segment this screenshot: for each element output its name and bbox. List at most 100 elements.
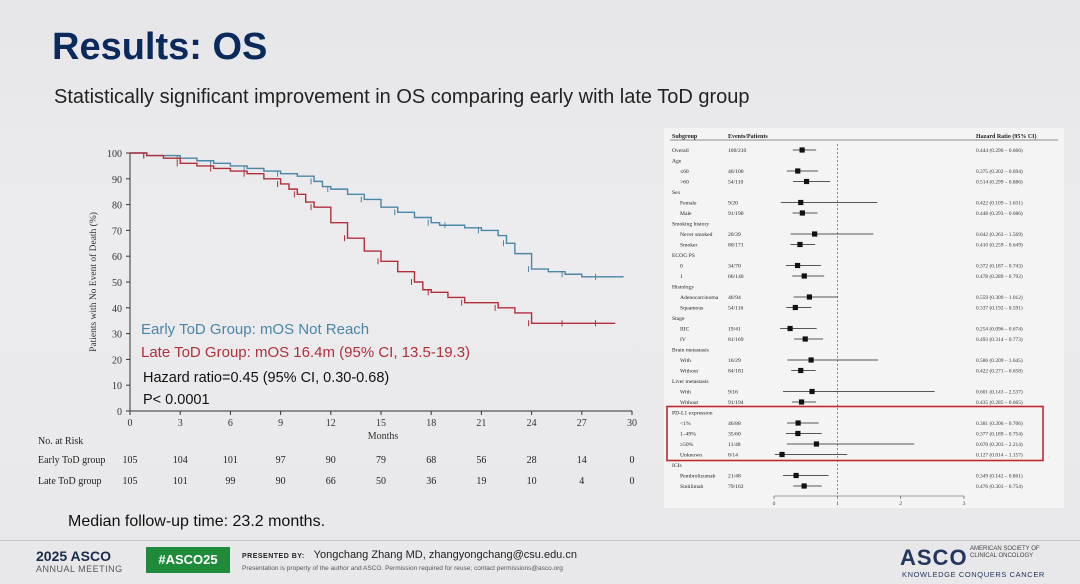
forest-row-events: 34/70 [728, 264, 741, 270]
forest-x-tick-label: 3 [963, 501, 966, 507]
risk-table-value: 0 [630, 476, 635, 487]
presenter-name: Yongchang Zhang MD, zhangyongchang@csu.e… [313, 549, 577, 561]
pd-l1-highlight-box [666, 405, 1044, 462]
forest-row-label: Female [680, 201, 697, 207]
forest-hr-marker [793, 472, 799, 479]
x-tick-label: 9 [278, 418, 283, 429]
risk-table-value: 90 [276, 476, 286, 487]
forest-hr-marker [795, 168, 801, 174]
forest-row-events: 81/169 [728, 337, 744, 343]
forest-hr-marker [803, 178, 810, 185]
forest-row-label: Smoking history [672, 222, 709, 228]
forest-plot: Subgroup Events/Patients Hazard Ratio (95%… [664, 128, 1064, 508]
forest-row-events: 91/194 [728, 400, 744, 406]
forest-row-hr-text: 0.642 (0.263 – 1.569) [976, 231, 1023, 238]
asco-society-name: AMERICAN SOCIETY OF CLINICAL ONCOLOGY [970, 546, 1040, 559]
forest-row-events: 19/41 [728, 327, 741, 333]
forest-row-hr-text: 0.559 (0.309 – 1.012) [976, 294, 1023, 301]
forest-hr-marker [802, 336, 808, 342]
forest-row-label: Brain metastasis [672, 348, 709, 354]
forest-hr-marker [792, 304, 798, 311]
forest-hr-marker [787, 325, 793, 332]
forest-hr-marker [808, 357, 814, 363]
late-tod-curve [130, 152, 616, 324]
hazard-ratio: Hazard ratio=0.45 (95% CI, 0.30-0.68) [143, 370, 389, 386]
forest-x-tick-label: 0 [773, 501, 776, 507]
forest-row-label: 1–49% [680, 432, 696, 438]
forest-hr-marker [809, 388, 815, 395]
forest-row-label: <1% [680, 421, 691, 427]
forest-row-hr-text: 0.337 (0.192 – 0.591) [976, 305, 1023, 312]
forest-hr-marker [779, 451, 785, 458]
asco-annual-logo: 2025 ASCO [36, 548, 111, 564]
forest-hr-marker [799, 210, 805, 216]
forest-row-label: ≤60 [680, 169, 689, 175]
forest-row-label: 0 [680, 264, 683, 270]
risk-table-value: 101 [173, 476, 188, 487]
risk-table-value: 36 [426, 476, 436, 487]
forest-row-events: 21/48 [728, 474, 741, 480]
forest-row-events: 9/16 [728, 390, 738, 396]
risk-table-value: 79 [376, 455, 386, 466]
forest-x-tick-label: 1 [836, 501, 839, 507]
forest-row-label: Without [680, 369, 699, 375]
forest-row-events: 100/210 [728, 148, 747, 154]
risk-table-value: 99 [225, 476, 235, 487]
forest-row-events: 84/181 [728, 369, 744, 375]
forest-row-label: IIIC [680, 327, 690, 333]
slide-title: Results: OS [52, 26, 268, 68]
forest-row-label: Squamous [680, 306, 703, 312]
forest-row-events: 46/88 [728, 421, 741, 427]
y-tick-label: 10 [112, 381, 122, 392]
forest-row-events: 79/162 [728, 484, 744, 490]
forest-row-label: Adenocarcinoma [680, 295, 719, 301]
footer: 2025 ASCO ANNUAL MEETING #ASCO25 PRESENT… [0, 540, 1080, 584]
risk-table-group: Late ToD group [38, 476, 102, 487]
forest-row-label: Sintilimab [680, 484, 704, 490]
risk-table-value: 50 [376, 476, 386, 487]
p-value: P< 0.0001 [143, 392, 210, 408]
y-tick-label: 70 [112, 226, 122, 237]
forest-row-hr-text: 0.372 (0.187 – 0.743) [976, 263, 1023, 270]
forest-hr-marker [798, 399, 805, 405]
forest-hr-marker [797, 241, 803, 248]
forest-hr-marker [801, 483, 807, 489]
risk-table-value: 101 [223, 455, 238, 466]
presenter-info: PRESENTED BY: Yongchang Zhang MD, zhangy… [242, 549, 577, 561]
disclaimer: Presentation is property of the author a… [242, 565, 563, 572]
y-tick-label: 90 [112, 175, 122, 186]
forest-row-events: 46/94 [728, 295, 741, 301]
forest-row-label: Overall [672, 148, 689, 154]
early-tod-curve [130, 152, 624, 278]
y-tick-label: 20 [112, 355, 122, 366]
risk-table-value: 97 [276, 455, 286, 466]
forest-x-tick-label: 2 [899, 501, 902, 507]
risk-table-value: 104 [173, 455, 188, 466]
forest-hr-marker [813, 441, 820, 447]
footer-divider [0, 540, 1080, 541]
risk-table-value: 90 [326, 455, 336, 466]
forest-row-label: IV [680, 337, 686, 343]
forest-row-hr-text: 0.493 (0.314 – 0.773) [976, 336, 1023, 343]
y-tick-label: 80 [112, 201, 122, 212]
forest-row-events: 80/171 [728, 243, 744, 249]
forest-row-events: 16/29 [728, 358, 741, 364]
y-tick-label: 50 [112, 278, 122, 289]
forest-row-label: >60 [680, 180, 689, 186]
forest-row-hr-text: 0.349 (0.142 – 0.861) [976, 473, 1023, 480]
forest-hr-marker [794, 262, 801, 269]
hashtag-badge: #ASCO25 [146, 547, 230, 573]
risk-table-value: 14 [577, 455, 587, 466]
forest-row-label: 1 [680, 274, 683, 280]
forest-row-hr-text: 0.377 (0.189 – 0.754) [976, 431, 1023, 438]
x-tick-label: 24 [527, 418, 537, 429]
forest-row-events: 66/140 [728, 274, 744, 280]
forest-row-hr-text: 0.381 (0.206 – 0.706) [976, 420, 1023, 427]
x-tick-label: 15 [376, 418, 386, 429]
forest-row-events: 91/190 [728, 211, 744, 217]
forest-row-hr-text: 0.448 (0.293 – 0.686) [976, 210, 1023, 217]
risk-table-value: 105 [123, 455, 138, 466]
y-tick-label: 30 [112, 330, 122, 341]
y-tick-label: 0 [117, 407, 122, 418]
